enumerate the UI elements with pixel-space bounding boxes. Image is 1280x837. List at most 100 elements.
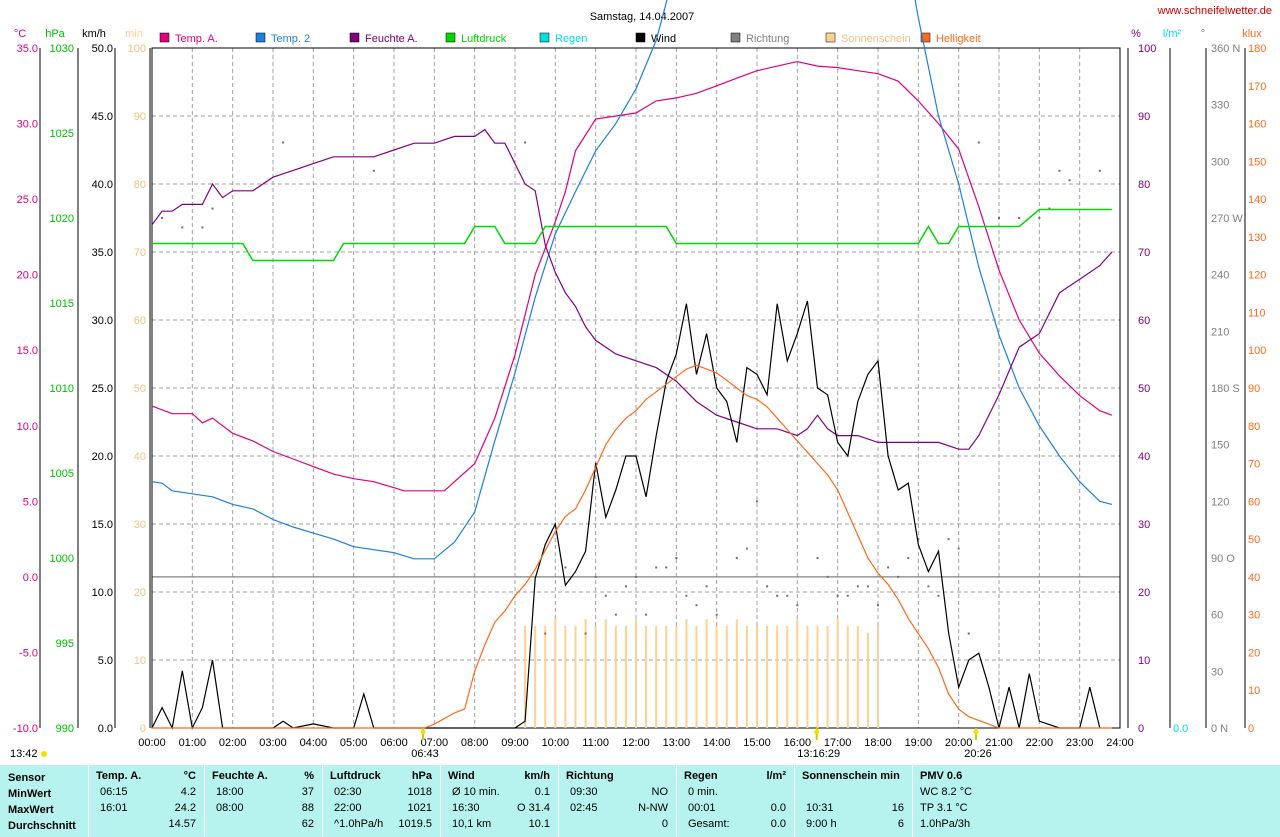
stats-label-min: MinWert: [8, 788, 52, 800]
axis-tick-sun: 30: [134, 519, 146, 531]
axis-tick-humidity: 80: [1138, 179, 1150, 191]
x-tick-label: 17:00: [824, 737, 852, 749]
axis-unit-rain: l/m²: [1163, 28, 1182, 40]
stats-time-wind: 10,1 km: [452, 818, 492, 830]
stats-value-humidity: 62: [301, 818, 314, 830]
direction-dot: [675, 557, 678, 559]
stats-header-pmv: PMV 0.6: [920, 770, 963, 782]
axis-tick-direction: 300: [1211, 156, 1229, 168]
x-tick-label: 15:00: [743, 737, 771, 749]
stats-value-rain: 0.0: [770, 802, 786, 814]
series-line-helligkeit: [152, 364, 1112, 729]
stats-unit-rain: l/m²: [766, 770, 786, 782]
axis-tick-direction: 60: [1211, 610, 1223, 622]
axis-tick-light: 40: [1248, 572, 1260, 584]
axis-tick-temp: 35.0: [17, 43, 38, 55]
stats-header-temp: Temp. A.: [96, 770, 142, 782]
stats-label-max: MaxWert: [8, 804, 54, 816]
direction-dot: [685, 594, 688, 597]
direction-dot: [967, 632, 970, 635]
axis-tick-sun: 70: [134, 247, 146, 259]
stats-separator: [88, 765, 89, 837]
x-tick-label: 09:00: [501, 737, 529, 749]
stats-col-wind: Wind km/h Ø 10 min. 0.1 16:30 O 31.4 10,1 km 10…: [440, 765, 558, 837]
axis-tick-direction: 240: [1211, 270, 1229, 282]
axis-tick-light: 20: [1248, 647, 1260, 659]
direction-dot: [816, 557, 819, 559]
stats-time-temp: 16:01: [100, 802, 128, 814]
axis-tick-humidity: 30: [1138, 519, 1150, 531]
axis-tick-direction: 270 W: [1211, 213, 1243, 225]
axis-tick-direction: 120: [1211, 496, 1229, 508]
stats-time-direction: 09:30: [570, 786, 598, 798]
axis-tick-temp: 5.0: [23, 496, 38, 508]
axis-tick-humidity: 40: [1138, 451, 1150, 463]
axis-tick-pressure: 1010: [50, 383, 74, 395]
axis-tick-humidity: 20: [1138, 587, 1150, 599]
x-tick-label: 22:00: [1026, 737, 1054, 749]
legend-label: Luftdruck: [461, 33, 507, 45]
site-url-link[interactable]: www.schneifelwetter.de: [1157, 5, 1272, 17]
stats-pmv-row: 1.0hPa/3h: [920, 818, 971, 830]
legend-swatch: [730, 32, 741, 43]
stats-time-humidity: 08:00: [216, 802, 244, 814]
axis-tick-humidity: 0: [1138, 723, 1144, 735]
stats-separator: [558, 765, 559, 837]
stats-time-wind: Ø 10 min.: [452, 786, 500, 798]
axis-unit-temp: °C: [14, 28, 26, 40]
stats-value-temp: 24.2: [174, 802, 196, 814]
axis-tick-light: 150: [1248, 156, 1266, 168]
direction-dot: [372, 169, 375, 172]
stats-col-pmv: PMV 0.6 WC 8.2 °C TP 3.1 °C 1.0hPa/3h: [912, 765, 1032, 837]
stats-header-sunshine: Sonnenschein min: [802, 770, 900, 782]
axis-tick-direction: 180 S: [1211, 383, 1240, 395]
direction-dot: [745, 547, 748, 550]
axis-tick-wind: 20.0: [92, 451, 113, 463]
direction-dot: [856, 585, 859, 588]
stats-value-direction: 0: [661, 818, 668, 830]
stats-time-rain: 0 min.: [688, 786, 718, 798]
direction-dot: [645, 613, 648, 616]
axis-tick-humidity: 10: [1138, 655, 1150, 667]
axis-tick-wind: 10.0: [92, 587, 113, 599]
direction-dot: [544, 632, 547, 635]
stats-pmv-row: WC 8.2 °C: [920, 786, 973, 798]
axis-tick-light: 80: [1248, 421, 1260, 433]
axis-tick-pressure: 1030: [50, 43, 74, 55]
axis-tick-temp: 30.0: [17, 119, 38, 131]
direction-dot: [937, 594, 940, 597]
axis-tick-light: 0: [1248, 723, 1254, 735]
axis-tick-humidity: 90: [1138, 111, 1150, 123]
direction-dot: [201, 226, 204, 229]
legend-label: Sonnenschein: [841, 33, 911, 45]
axis-tick-rain: 0.0: [1173, 723, 1188, 735]
stats-value-temp: 14.57: [168, 818, 196, 830]
direction-dot: [604, 594, 607, 597]
stats-value-direction: NO: [651, 786, 669, 798]
direction-dot: [564, 566, 567, 569]
stats-time-wind: 16:30: [452, 802, 480, 814]
legend-label: Helligkeit: [936, 33, 981, 45]
sun-marker-time-sunset: 20:26: [964, 748, 992, 760]
stats-unit-pressure: hPa: [411, 770, 432, 782]
stats-time-humidity: 18:00: [216, 786, 244, 798]
stats-value-pressure: 1021: [407, 802, 432, 814]
stats-value-sunshine: 16: [891, 802, 904, 814]
direction-dot: [877, 604, 879, 607]
direction-dot: [1018, 217, 1021, 219]
axis-tick-direction: 330: [1211, 100, 1229, 112]
axis-unit-humidity: %: [1131, 28, 1141, 40]
x-tick-label: 24:00: [1106, 737, 1134, 749]
direction-dot: [796, 604, 799, 607]
direction-dot: [1038, 217, 1041, 219]
axis-tick-temp: 15.0: [17, 345, 38, 357]
direction-dot: [282, 141, 285, 144]
x-tick-label: 20:00: [945, 737, 973, 749]
direction-dot: [776, 594, 779, 597]
stats-header-wind: Wind: [448, 770, 475, 782]
direction-dot: [897, 575, 900, 578]
sun-markers: 06:43 13:16:29 20:26: [411, 728, 992, 760]
axis-tick-wind: 45.0: [92, 111, 113, 123]
axis-tick-sun: 0: [140, 723, 146, 735]
stats-unit-temp: °C: [183, 770, 196, 782]
